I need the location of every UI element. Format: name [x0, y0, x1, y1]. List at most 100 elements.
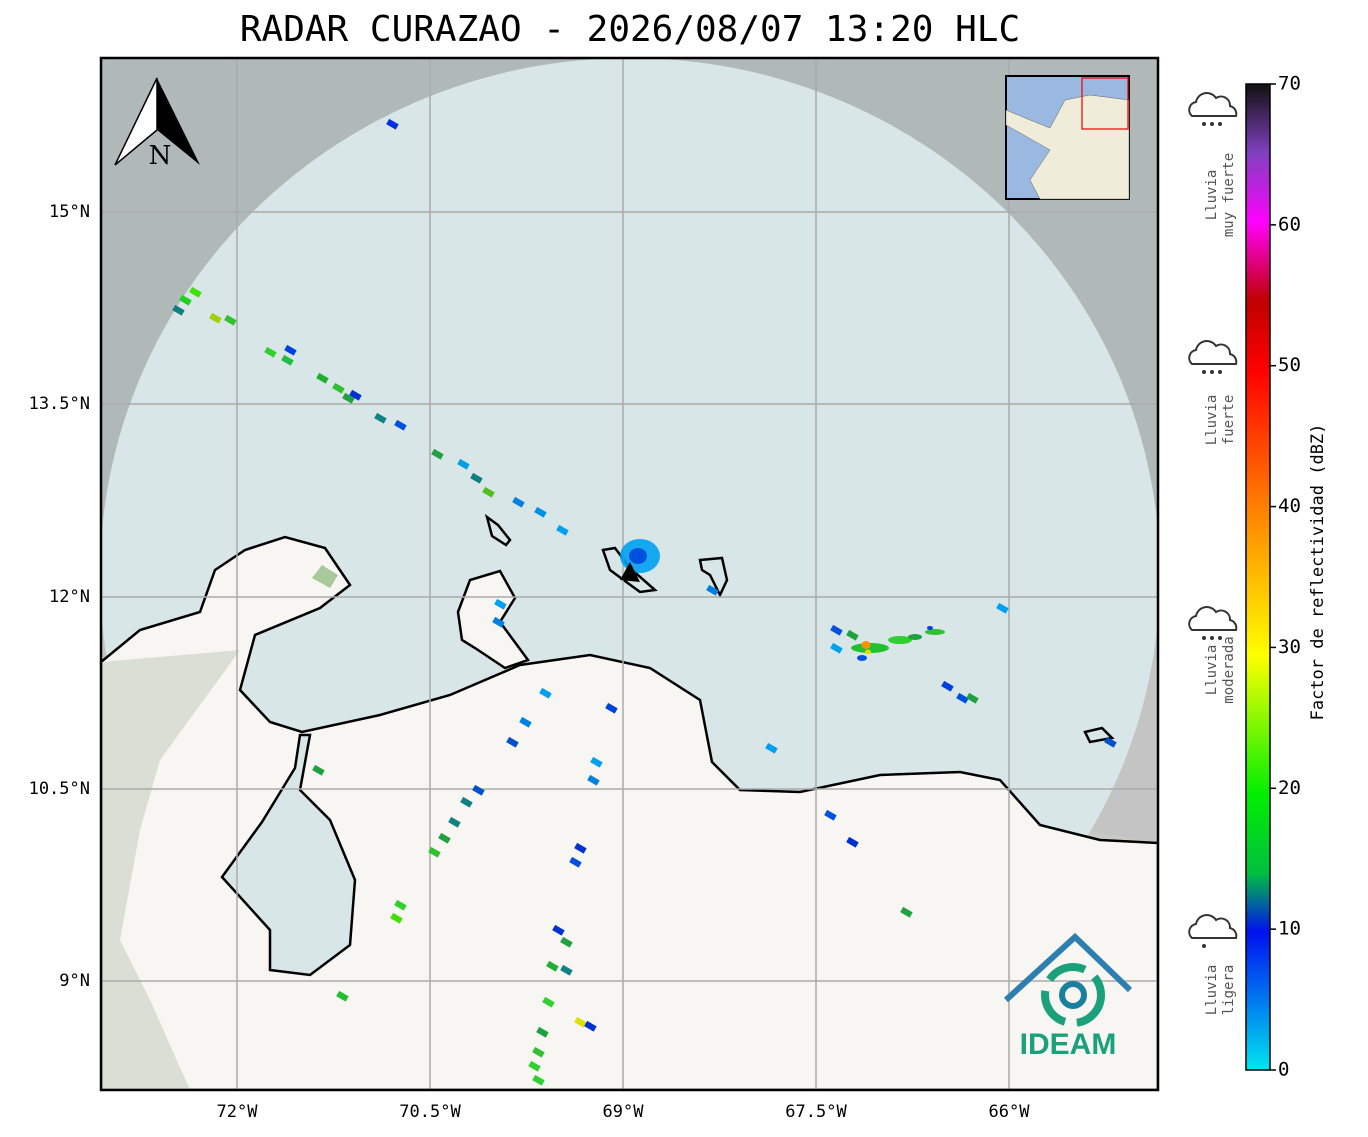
echo	[569, 856, 582, 868]
echo	[539, 687, 552, 699]
echo	[431, 448, 444, 460]
echo	[546, 960, 559, 972]
colorbar-tick-label: 40	[1278, 495, 1301, 517]
lat-label: 10.5°N	[29, 779, 90, 799]
echo	[332, 382, 345, 394]
echo	[482, 486, 495, 498]
echo	[386, 118, 399, 130]
legend-label: Lluvia	[1204, 965, 1220, 1016]
echo	[996, 602, 1009, 614]
weather-icon	[1188, 606, 1238, 631]
lake	[220, 733, 357, 977]
echo	[865, 649, 871, 655]
lon-label: 66°W	[989, 1102, 1031, 1122]
echo	[536, 1026, 549, 1038]
echo	[706, 584, 719, 596]
coastline	[101, 535, 1158, 1090]
echo	[857, 655, 867, 661]
colorbar-tick-label: 70	[1278, 73, 1301, 95]
echo	[519, 716, 532, 728]
echo	[394, 419, 407, 431]
echo	[512, 496, 525, 508]
colorbar-tick-label: 0	[1278, 1059, 1289, 1081]
echo	[281, 354, 294, 366]
echo	[590, 756, 603, 768]
echo	[209, 312, 222, 324]
legend-label: fuerte	[1221, 395, 1237, 446]
echo	[460, 796, 473, 808]
echo	[846, 629, 859, 641]
echo	[846, 836, 859, 848]
colorbar-tick-label: 10	[1278, 918, 1301, 940]
legend-item: Lluvia muy fuerte	[1188, 92, 1238, 237]
colorbar-tick-label: 20	[1278, 777, 1301, 799]
north-arrow: N	[114, 77, 200, 171]
echo	[342, 392, 355, 404]
rain-drop	[1202, 944, 1206, 948]
legend-label: moderada	[1221, 636, 1237, 703]
legend-label: ligera	[1221, 965, 1237, 1016]
legend-item: Lluvia ligera	[1188, 914, 1238, 1016]
echo	[494, 598, 507, 610]
rain-drop	[1202, 122, 1206, 126]
echo	[264, 346, 277, 358]
rain-drop	[1210, 370, 1214, 374]
legend-item: Lluvia moderada	[1188, 606, 1238, 704]
echo	[284, 344, 297, 356]
echo	[472, 784, 485, 796]
colorbar-tick-label: 60	[1278, 213, 1301, 235]
rain-drop	[1202, 636, 1206, 640]
echo	[1104, 736, 1117, 748]
rain-drop	[1218, 122, 1222, 126]
echo	[428, 846, 441, 858]
echo	[888, 636, 912, 644]
lat-label: 12°N	[49, 587, 90, 607]
echo	[534, 506, 547, 518]
lat-label: 15°N	[49, 202, 90, 222]
echo	[830, 642, 843, 654]
echo	[765, 742, 778, 754]
colorbar-tick-label: 50	[1278, 354, 1301, 376]
echo	[457, 458, 470, 470]
ideam-logo: IDEAM	[1003, 932, 1133, 1061]
echo	[629, 548, 647, 564]
echo	[574, 1016, 587, 1028]
legend-label: Lluvia	[1204, 170, 1220, 221]
inset-map	[1005, 75, 1130, 200]
rain-drop	[1218, 636, 1222, 640]
echo	[506, 736, 519, 748]
rain-drop	[1210, 636, 1214, 640]
map: N IDEAM	[101, 58, 1158, 1090]
north-label: N	[149, 141, 172, 171]
echo	[851, 643, 889, 653]
colorbar	[1245, 83, 1271, 1071]
echo	[966, 692, 979, 704]
echo	[824, 809, 837, 821]
echo	[532, 1074, 545, 1086]
lon-label: 69°W	[603, 1102, 645, 1122]
echo	[927, 626, 933, 630]
legend-label: Lluvia	[1204, 645, 1220, 696]
island	[1083, 726, 1115, 744]
echo	[900, 906, 913, 918]
echo	[438, 832, 451, 844]
island	[484, 513, 512, 547]
echo	[448, 816, 461, 828]
logo-text: IDEAM	[1020, 1028, 1117, 1061]
lat-label: 13.5°N	[29, 394, 90, 414]
colorbar-tick-label: 30	[1278, 636, 1301, 658]
echo	[925, 629, 945, 635]
echo	[532, 1046, 545, 1058]
lon-label: 70.5°W	[399, 1102, 461, 1122]
echo	[605, 702, 618, 714]
weather-icon	[1188, 914, 1238, 939]
echo	[394, 899, 407, 911]
echo	[587, 774, 600, 786]
grid	[101, 58, 1158, 1090]
island	[698, 556, 729, 598]
weather-icon	[1188, 340, 1238, 365]
echo	[908, 634, 922, 640]
echo	[560, 936, 573, 948]
